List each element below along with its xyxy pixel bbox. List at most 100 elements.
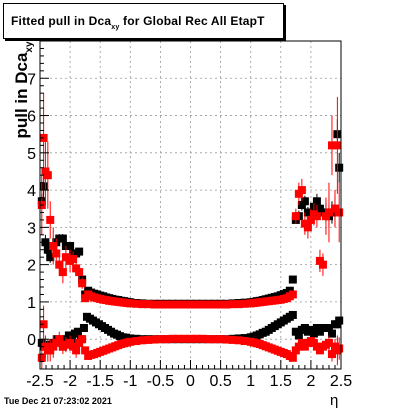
data-marker [204, 335, 213, 344]
data-marker [174, 300, 183, 309]
data-marker [61, 340, 70, 349]
x-tick-label: 0.5 [209, 373, 231, 390]
data-marker [216, 300, 225, 309]
data-marker [122, 333, 131, 342]
data-marker [288, 290, 297, 299]
data-marker [61, 253, 70, 262]
data-marker [49, 242, 58, 250]
red-series-sigma-plus [37, 93, 344, 309]
data-marker [138, 300, 147, 309]
data-marker [327, 329, 336, 338]
y-tick-label: 2 [27, 258, 36, 275]
data-marker [138, 336, 147, 345]
data-marker [288, 310, 297, 319]
data-marker [72, 346, 81, 355]
data-points [37, 93, 344, 369]
x-tick-label: -2.5 [26, 373, 54, 390]
data-marker [192, 334, 201, 343]
chart-title-main: Fitted pull in Dca [11, 14, 112, 28]
data-marker [73, 327, 82, 336]
data-marker [300, 197, 309, 206]
data-marker [43, 171, 52, 180]
data-marker [333, 141, 342, 150]
timestamp: Tue Dec 21 07:23:02 2021 [4, 396, 112, 406]
data-marker [174, 334, 183, 343]
red-series-sigma-minus [37, 305, 344, 369]
data-marker [312, 212, 321, 221]
data-marker [327, 350, 336, 359]
data-marker [46, 253, 55, 262]
data-marker [335, 163, 344, 172]
y-tick-label: 4 [27, 183, 36, 200]
data-marker [78, 335, 87, 344]
data-marker [330, 204, 339, 213]
data-marker [52, 249, 61, 258]
y-axis-label: pull in Dcaxy [12, 41, 35, 139]
y-tick-label: 7 [27, 71, 36, 88]
data-marker [318, 260, 327, 269]
data-marker [75, 268, 84, 277]
data-marker [168, 334, 177, 343]
x-tick-label: 1.5 [270, 373, 292, 390]
y-tick-label: 1 [27, 295, 36, 312]
data-marker [291, 212, 300, 221]
x-axis-label: η [330, 392, 339, 409]
x-tick-label: 1 [246, 373, 255, 390]
data-marker [144, 300, 153, 309]
data-marker [79, 324, 88, 332]
data-marker [58, 268, 67, 277]
y-tick-label: 6 [27, 109, 36, 126]
data-marker [55, 260, 64, 269]
axes: -2.5 -2 -1.5 -1 -0.5 0 0.5 1 1.5 2 2.5 0 1 2 3 4 5 6 7 [26, 40, 352, 390]
data-marker [306, 215, 315, 224]
x-tick-label: -1 [123, 373, 137, 390]
data-marker [234, 336, 243, 345]
data-marker [41, 238, 50, 247]
data-marker [162, 335, 171, 344]
data-marker [58, 234, 67, 243]
chart-title-rest: for Global Rec All EtapT [119, 14, 265, 28]
data-marker [132, 299, 141, 308]
data-marker [168, 300, 177, 309]
data-marker [288, 353, 297, 362]
data-marker [324, 324, 333, 332]
data-marker [335, 316, 344, 325]
data-marker [126, 299, 135, 308]
data-marker [162, 300, 171, 309]
data-marker [324, 338, 333, 347]
data-marker [210, 335, 219, 344]
y-axis-label-main: pull in Dca [12, 52, 31, 139]
chart-title-subscript: xy [111, 24, 120, 31]
y-axis-label-subscript: xy [24, 41, 35, 53]
x-tick-label: 2 [306, 373, 315, 390]
x-tick-label: -1.5 [86, 373, 114, 390]
data-marker [198, 334, 207, 343]
data-marker [150, 335, 159, 344]
data-marker [39, 182, 48, 191]
x-tick-label: -2 [63, 373, 77, 390]
x-tick-label: 0 [186, 373, 195, 390]
data-marker [204, 300, 213, 309]
data-marker [126, 337, 135, 346]
data-marker [240, 337, 249, 346]
data-marker [69, 255, 78, 264]
data-marker [240, 299, 249, 308]
y-tick-label: 3 [27, 220, 36, 237]
grid-lines [39, 41, 342, 369]
data-marker [55, 335, 64, 344]
data-marker [46, 215, 55, 224]
data-marker [303, 223, 312, 232]
data-marker [192, 300, 201, 309]
data-marker [294, 331, 303, 340]
data-marker [216, 335, 225, 344]
data-marker [210, 300, 219, 309]
data-marker [180, 300, 189, 309]
data-marker [78, 279, 87, 288]
y-tick-label: 0 [27, 332, 36, 349]
x-tick-label: -0.5 [147, 373, 175, 390]
chart-title: Fitted pull in Dcaxy for Global Rec All … [11, 14, 265, 31]
data-marker [335, 208, 344, 217]
data-marker [66, 242, 75, 250]
data-marker [312, 197, 321, 206]
